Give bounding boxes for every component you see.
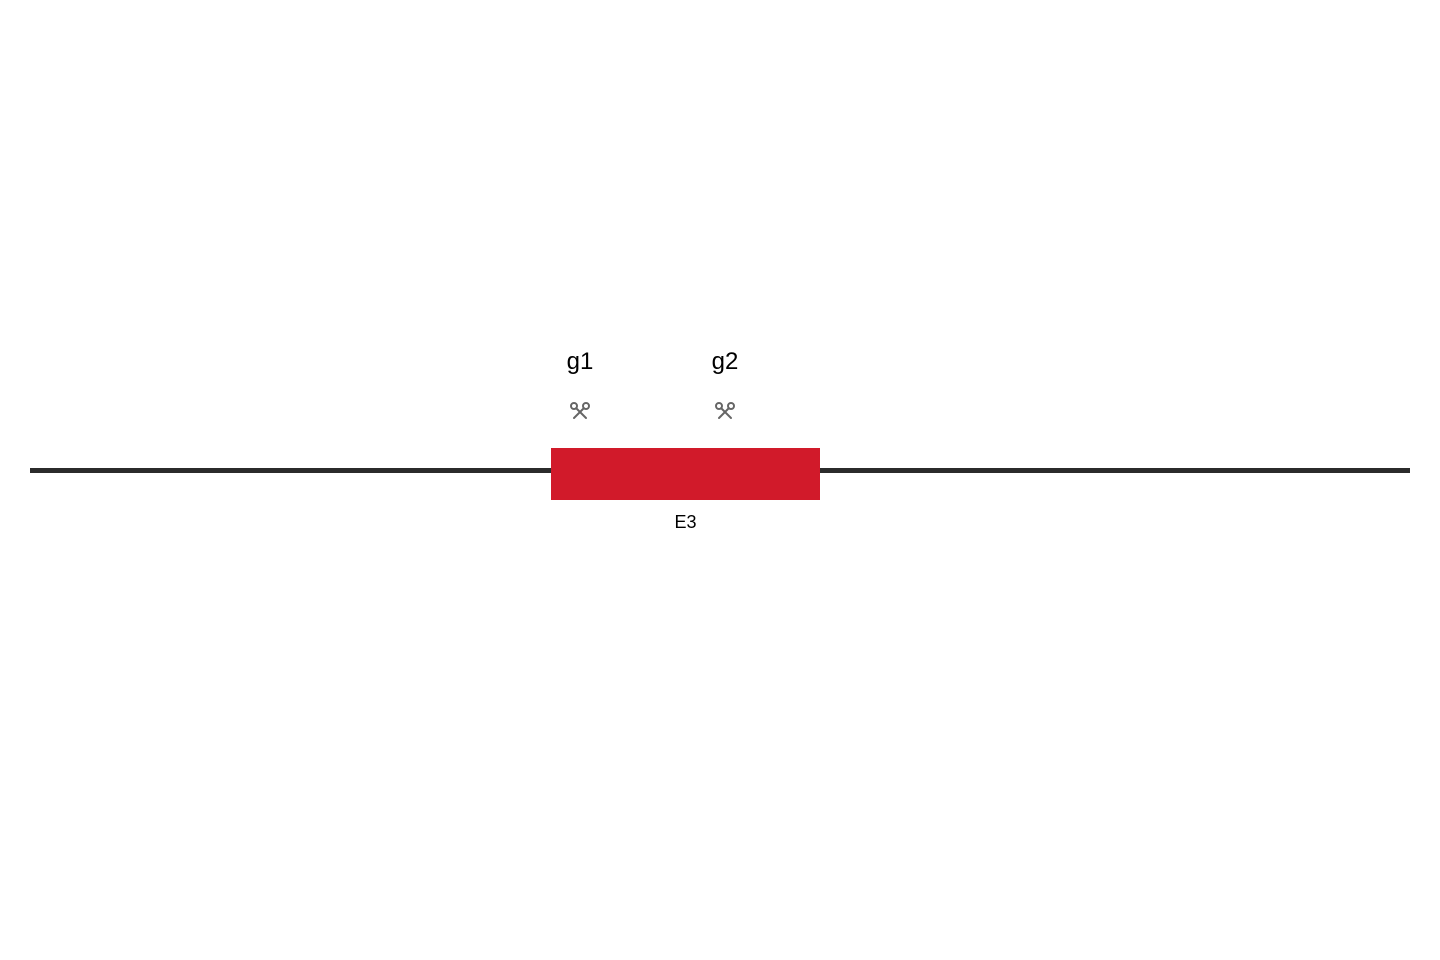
gene-diagram: E3 g1 g2	[0, 0, 1440, 960]
scissors-icon	[713, 400, 737, 429]
exon-box	[551, 448, 820, 500]
genome-line-right	[820, 468, 1410, 473]
cut-site-label-g2: g2	[712, 348, 739, 376]
genome-line-left	[30, 468, 551, 473]
exon-label: E3	[674, 512, 696, 533]
cut-site-label-g1: g1	[567, 348, 594, 376]
scissors-icon	[568, 400, 592, 429]
